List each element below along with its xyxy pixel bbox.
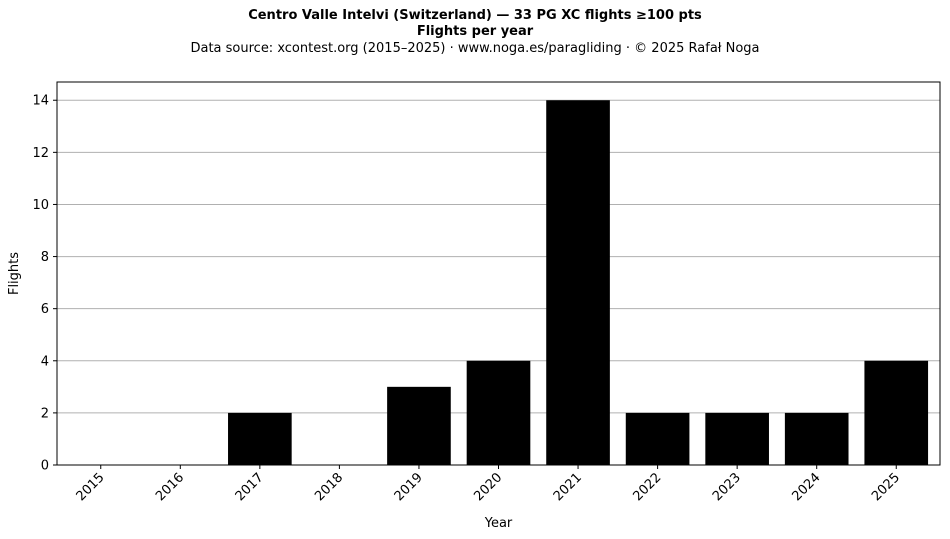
bar-2021 <box>546 100 610 465</box>
bars <box>228 100 929 465</box>
x-tick-label-2023: 2023 <box>710 470 744 504</box>
bar-2023 <box>705 412 769 465</box>
y-tick-label: 0 <box>41 459 49 474</box>
x-tick-label-2019: 2019 <box>392 470 426 504</box>
y-axis-label: Flights <box>7 252 22 295</box>
x-tick-label-2022: 2022 <box>630 470 664 504</box>
bar-2024 <box>784 412 849 465</box>
x-tick-label-2025: 2025 <box>869 470 903 504</box>
x-tick-label-2020: 2020 <box>471 470 505 504</box>
bar-2019 <box>387 386 451 465</box>
bar-2025 <box>864 360 929 465</box>
y-tick-label: 2 <box>41 406 49 421</box>
y-tick-label: 6 <box>41 302 49 317</box>
y-axis-ticks: 0 2 4 6 8 10 12 14 <box>32 94 57 474</box>
y-tick-label: 8 <box>41 250 49 265</box>
x-tick-label-2015: 2015 <box>74 470 108 504</box>
x-tick-label-2016: 2016 <box>153 470 187 504</box>
x-axis-label: Year <box>484 516 513 531</box>
bar-2022 <box>625 412 690 465</box>
y-tick-label: 4 <box>41 354 49 369</box>
chart-title: Centro Valle Intelvi (Switzerland) — 33 … <box>248 8 702 23</box>
x-axis-ticks: 2015 2016 2017 2018 2019 2020 2021 2022 2023 2024… <box>74 465 903 504</box>
x-tick-label-2021: 2021 <box>551 470 585 504</box>
chart-title-block: Centro Valle Intelvi (Switzerland) — 33 … <box>0 8 950 58</box>
bar-2017 <box>228 412 292 465</box>
x-tick-label-2017: 2017 <box>233 470 267 504</box>
bar-2020 <box>466 360 531 465</box>
y-tick-label: 14 <box>32 94 49 109</box>
chart-subtitle: Data source: xcontest.org (2015–2025) · … <box>190 41 760 56</box>
chart-title-line2: Flights per year <box>416 24 534 39</box>
y-tick-label: 10 <box>32 198 49 213</box>
y-tick-label: 12 <box>32 146 49 161</box>
x-tick-label-2024: 2024 <box>790 470 824 504</box>
x-tick-label-2018: 2018 <box>312 470 346 504</box>
